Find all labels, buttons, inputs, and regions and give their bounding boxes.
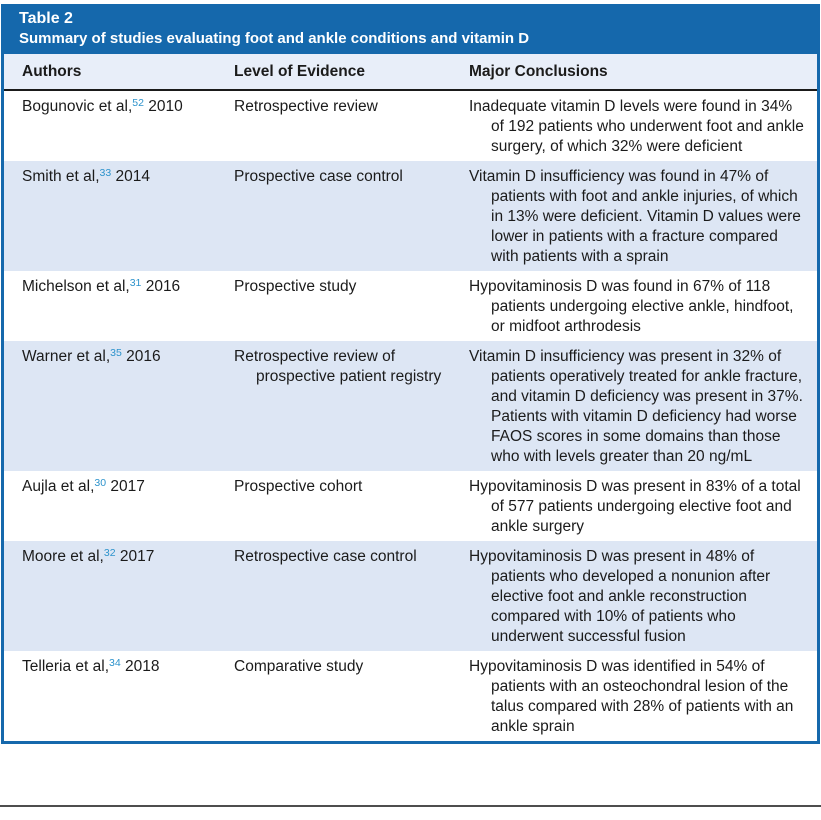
table-header: Authors Level of Evidence Major Conclusi… (4, 54, 817, 91)
level-of-evidence-cell: Prospective case control (234, 161, 469, 271)
major-conclusion-text: Hypovitaminosis D was found in 67% of 11… (469, 278, 794, 335)
level-of-evidence-text: Prospective cohort (234, 478, 363, 495)
level-of-evidence-text: Retrospective review of prospective pati… (234, 348, 442, 385)
study-year: 2016 (141, 278, 181, 295)
major-conclusion-text: Vitamin D insufficiency was present in 3… (469, 348, 803, 465)
citation-ref-link[interactable]: 35 (110, 347, 122, 359)
author-name: Smith et al, (22, 168, 100, 185)
table-header-row: Authors Level of Evidence Major Conclusi… (4, 54, 817, 91)
author-cell: Warner et al,35 2016 (4, 341, 234, 471)
level-of-evidence-cell: Retrospective review of prospective pati… (234, 341, 469, 471)
level-of-evidence-cell: Retrospective case control (234, 541, 469, 651)
level-of-evidence-text: Prospective case control (234, 168, 403, 185)
major-conclusion-cell: Hypovitaminosis D was present in 48% of … (469, 541, 817, 651)
col-header-major-conclusions: Major Conclusions (469, 54, 817, 91)
level-of-evidence-text: Retrospective review (234, 98, 378, 115)
citation-ref-link[interactable]: 31 (129, 277, 142, 289)
table-number: Table 2 (19, 10, 73, 27)
author-name: Bogunovic et al, (22, 98, 133, 115)
page-bottom-rule (0, 805, 821, 807)
level-of-evidence-text: Comparative study (234, 658, 364, 675)
citation-ref-link[interactable]: 33 (99, 167, 112, 179)
study-year: 2016 (121, 348, 161, 365)
author-cell: Telleria et al,34 2018 (4, 651, 234, 741)
major-conclusion-cell: Hypovitaminosis D was found in 67% of 11… (469, 271, 817, 341)
study-year: 2017 (115, 548, 155, 565)
author-cell: Michelson et al,31 2016 (4, 271, 234, 341)
table-row: Warner et al,35 2016 Retrospective review… (4, 341, 817, 471)
citation-ref-link[interactable]: 34 (109, 657, 121, 669)
author-cell: Bogunovic et al,52 2010 (4, 90, 234, 161)
table-row: Smith et al,33 2014 Prospective case cont… (4, 161, 817, 271)
table-row: Michelson et al,31 2016 Prospective study… (4, 271, 817, 341)
level-of-evidence-cell: Comparative study (234, 651, 469, 741)
study-year: 2010 (143, 98, 183, 115)
major-conclusion-text: Hypovitaminosis D was identified in 54% … (469, 658, 794, 735)
major-conclusion-cell: Inadequate vitamin D levels were found i… (469, 90, 817, 161)
major-conclusion-text: Vitamin D insufficiency was found in 47%… (469, 168, 801, 265)
level-of-evidence-cell: Prospective study (234, 271, 469, 341)
major-conclusion-cell: Vitamin D insufficiency was present in 3… (469, 341, 817, 471)
table-caption: Summary of studies evaluating foot and a… (19, 30, 530, 47)
author-name: Moore et al, (22, 548, 104, 565)
level-of-evidence-cell: Prospective cohort (234, 471, 469, 541)
level-of-evidence-text: Retrospective case control (234, 548, 417, 565)
major-conclusion-cell: Vitamin D insufficiency was found in 47%… (469, 161, 817, 271)
study-year: 2014 (111, 168, 151, 185)
col-header-level-of-evidence: Level of Evidence (234, 54, 469, 91)
table-row: Moore et al,32 2017 Retrospective case co… (4, 541, 817, 651)
level-of-evidence-text: Prospective study (234, 278, 357, 295)
table-row: Telleria et al,34 2018 Comparative study H… (4, 651, 817, 741)
col-header-authors: Authors (4, 54, 234, 91)
author-cell: Aujla et al,30 2017 (4, 471, 234, 541)
author-cell: Smith et al,33 2014 (4, 161, 234, 271)
author-name: Aujla et al, (22, 478, 95, 495)
major-conclusion-text: Inadequate vitamin D levels were found i… (469, 98, 804, 155)
author-name: Warner et al, (22, 348, 111, 365)
level-of-evidence-cell: Retrospective review (234, 90, 469, 161)
citation-ref-link[interactable]: 32 (103, 547, 116, 559)
citation-ref-link[interactable]: 52 (132, 97, 144, 109)
major-conclusion-cell: Hypovitaminosis D was present in 83% of … (469, 471, 817, 541)
study-year: 2018 (120, 658, 160, 675)
table-row: Bogunovic et al,52 2010 Retrospective rev… (4, 90, 817, 161)
major-conclusion-cell: Hypovitaminosis D was identified in 54% … (469, 651, 817, 741)
major-conclusion-text: Hypovitaminosis D was present in 48% of … (469, 548, 771, 645)
table-body: Bogunovic et al,52 2010 Retrospective rev… (4, 90, 817, 741)
table-2: Table 2 Summary of studies evaluating fo… (1, 4, 820, 744)
author-name: Michelson et al, (22, 278, 130, 295)
citation-ref-link[interactable]: 30 (94, 477, 107, 489)
study-year: 2017 (106, 478, 145, 495)
table-title-bar: Table 2 Summary of studies evaluating fo… (4, 4, 817, 54)
author-name: Telleria et al, (22, 658, 110, 675)
major-conclusion-text: Hypovitaminosis D was present in 83% of … (469, 478, 801, 535)
author-cell: Moore et al,32 2017 (4, 541, 234, 651)
table-row: Aujla et al,30 2017 Prospective cohort Hyp… (4, 471, 817, 541)
studies-table: Authors Level of Evidence Major Conclusi… (4, 54, 817, 741)
